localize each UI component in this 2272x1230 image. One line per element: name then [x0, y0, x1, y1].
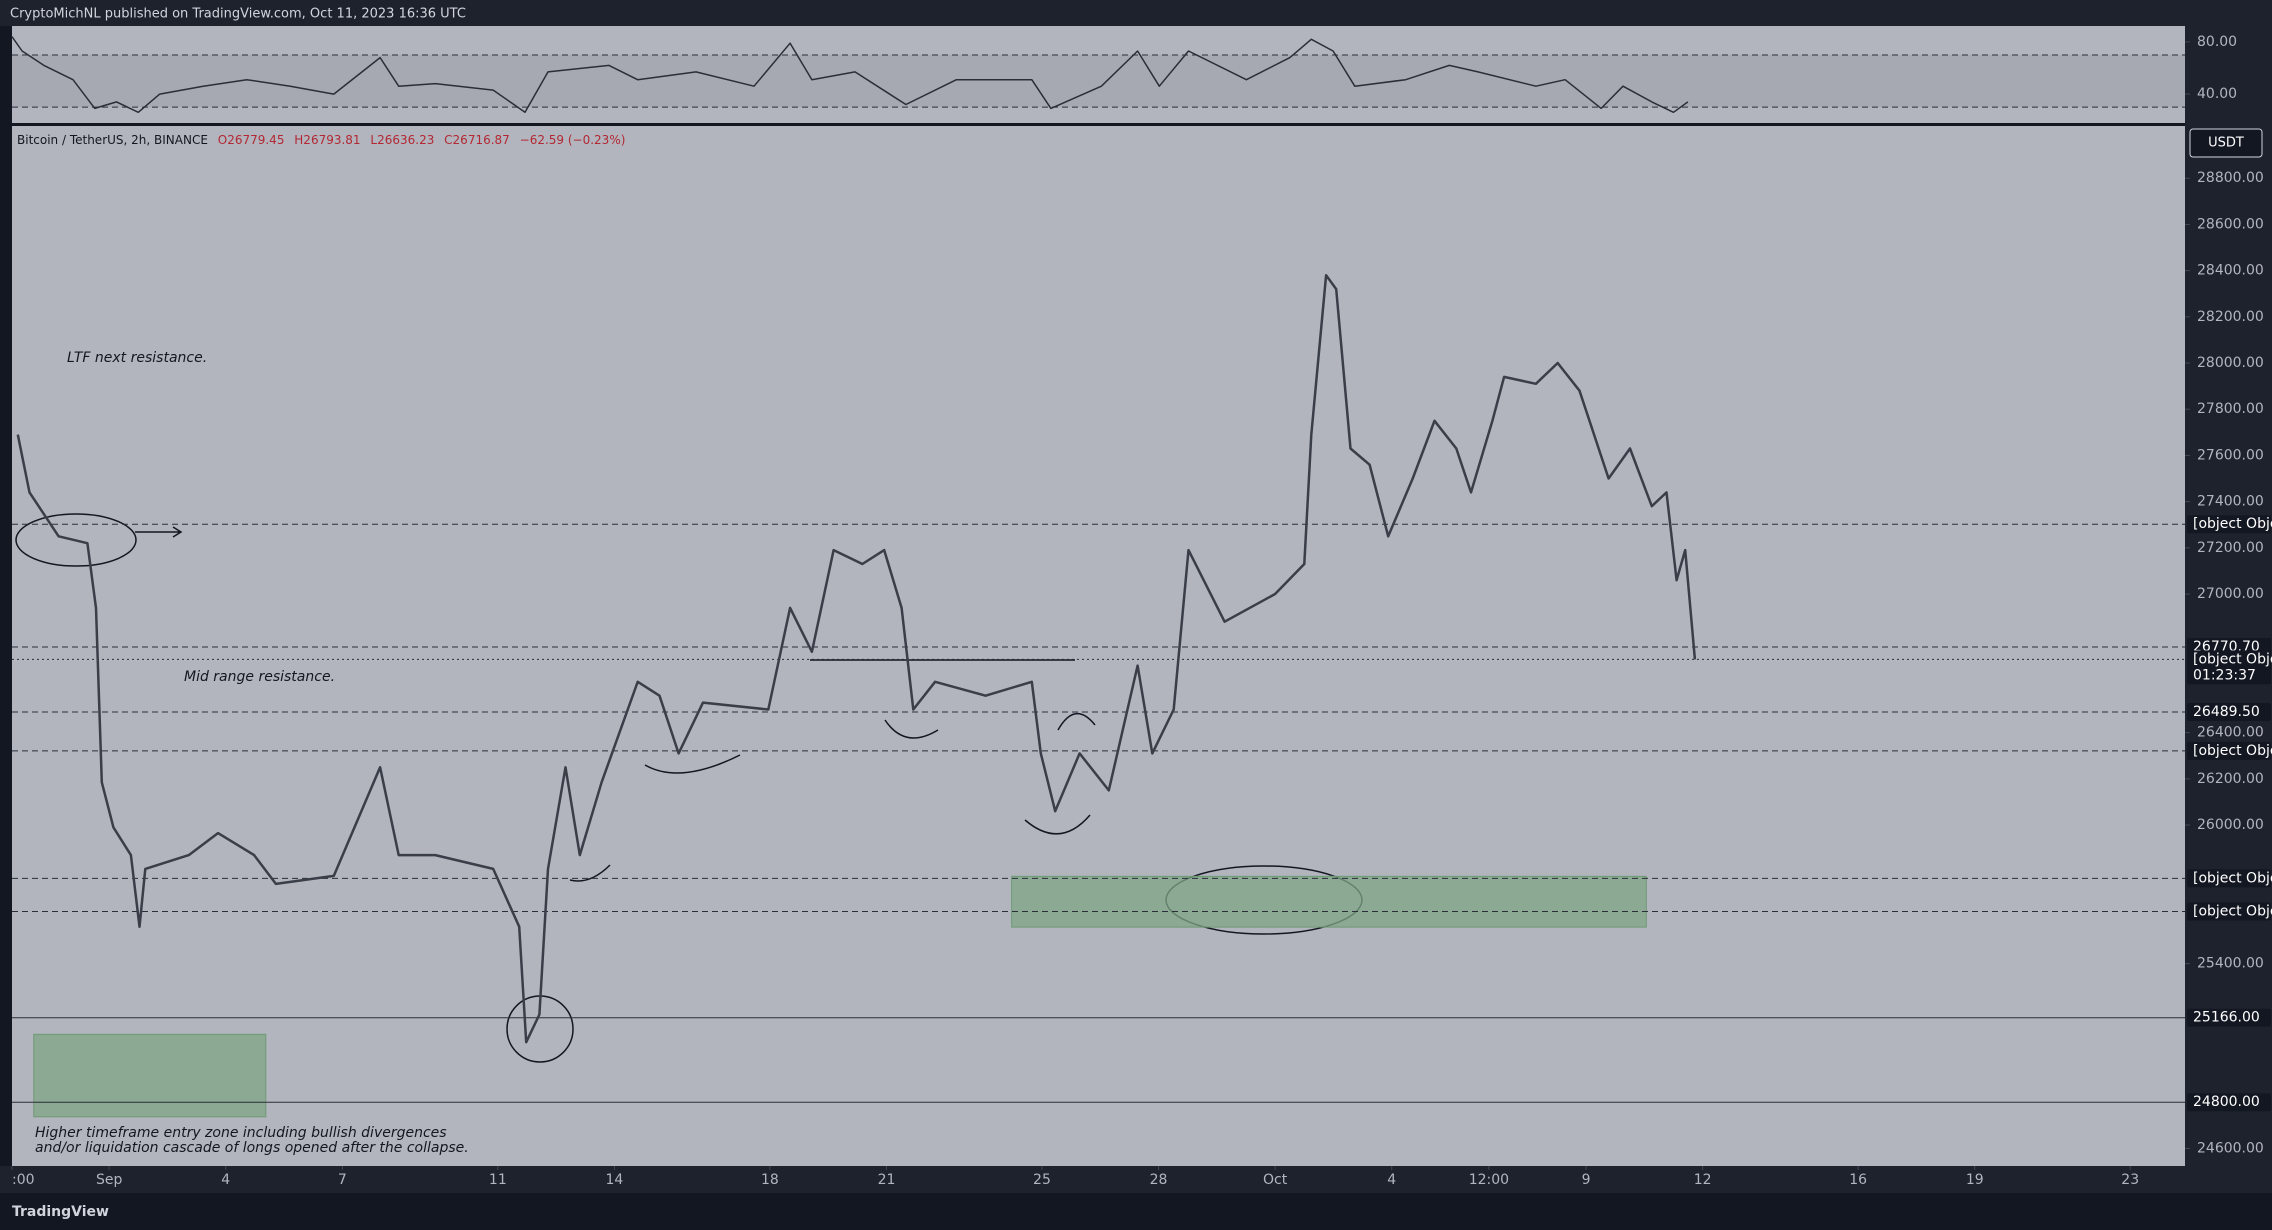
rsi-tick-label: 80.00	[2197, 34, 2237, 50]
price-tag	[2187, 702, 2271, 721]
footer-bar	[0, 1193, 2272, 1230]
x-tick-label: :00	[12, 1172, 35, 1188]
header-bar	[0, 0, 2272, 26]
price-tag	[2187, 650, 2271, 685]
y-tick-label: 26000.00	[2197, 817, 2264, 833]
curve-arrow	[1057, 713, 1096, 731]
price-tag	[2187, 741, 2271, 760]
x-tick-label: 21	[878, 1172, 896, 1188]
curve-arrow	[884, 719, 939, 739]
rsi-band	[12, 54, 2185, 108]
x-tick-label: 23	[2121, 1172, 2139, 1188]
legend: Bitcoin / TetherUS, 2h, BINANCE O26779.4…	[17, 133, 625, 147]
price-tag-label: [object Object]	[2193, 651, 2272, 667]
x-tick-label: 11	[489, 1172, 507, 1188]
x-tick-label: 28	[1150, 1172, 1168, 1188]
price-tag-label: [object Object]	[2193, 870, 2272, 886]
legend-change: −62.59 (−0.23%)	[520, 133, 626, 147]
annotation: LTF next resistance.	[67, 350, 207, 366]
price-tag	[2187, 1093, 2271, 1112]
arrow	[135, 526, 183, 538]
y-tick-label: 24600.00	[2197, 1140, 2264, 1156]
rsi-line	[11, 36, 1689, 114]
x-tick-label: 9	[1582, 1172, 1591, 1188]
y-tick-label: 27400.00	[2197, 494, 2264, 510]
y-tick-label: 28400.00	[2197, 263, 2264, 279]
y-tick-label: 28200.00	[2197, 309, 2264, 325]
curve-arrow	[1024, 814, 1091, 835]
y-tick-label: 25400.00	[2197, 956, 2264, 972]
price-tag	[2187, 1008, 2271, 1027]
y-tick-label: 27800.00	[2197, 401, 2264, 417]
x-tick-label: 16	[1849, 1172, 1867, 1188]
price-tag	[2187, 515, 2271, 534]
x-tick-label: 12:00	[1469, 1172, 1509, 1188]
legend-high: H26793.81	[294, 133, 360, 147]
price-pane	[12, 126, 2185, 1166]
annotation: Mid range resistance.	[184, 669, 335, 685]
price-tag	[2187, 869, 2271, 888]
legend-close: C26716.87	[444, 133, 510, 147]
price-tag-label: [object Object]	[2193, 903, 2272, 919]
x-tick-label: 4	[1387, 1172, 1396, 1188]
countdown: 01:23:37	[2193, 667, 2256, 683]
curve-arrow	[569, 864, 611, 882]
y-tick-label: 26200.00	[2197, 771, 2264, 787]
y-tick-label: 28800.00	[2197, 170, 2264, 186]
curve-arrow	[644, 754, 741, 774]
x-tick-label: 12	[1694, 1172, 1712, 1188]
price-line	[16, 273, 1697, 1044]
x-tick-label: 7	[338, 1172, 347, 1188]
legend-symbol: Bitcoin / TetherUS, 2h, BINANCE	[17, 133, 208, 147]
annotation: and/or liquidation cascade of longs open…	[35, 1140, 469, 1156]
price-tag-label: [object Object]	[2193, 743, 2272, 759]
y-tick-label: 26400.00	[2197, 725, 2264, 741]
legend-low: L26636.23	[370, 133, 434, 147]
y-tick-label: 27200.00	[2197, 540, 2264, 556]
x-tick-label: Oct	[1263, 1172, 1288, 1188]
x-tick-label: 18	[761, 1172, 779, 1188]
entry-zone	[33, 1033, 267, 1118]
price-tag-label: [object Object]	[2193, 516, 2272, 532]
ellipse	[15, 513, 137, 567]
annotation: Higher timeframe entry zone including bu…	[35, 1125, 447, 1141]
y-tick-label: 27000.00	[2197, 586, 2264, 602]
footer-brand: TradingView	[12, 1204, 109, 1220]
price-axis	[2185, 26, 2272, 1166]
legend-open: O26779.45	[218, 133, 285, 147]
header-title: CryptoMichNL published on TradingView.co…	[10, 7, 466, 22]
x-tick-label: 19	[1966, 1172, 1984, 1188]
y-tick-label: 27600.00	[2197, 447, 2264, 463]
price-tag	[2187, 902, 2271, 921]
price-tag-label: 25166.00	[2193, 1010, 2260, 1026]
x-tick-label: 25	[1033, 1172, 1051, 1188]
x-tick-label: 4	[221, 1172, 230, 1188]
time-axis	[0, 1166, 2272, 1193]
rsi-tick-label: 40.00	[2197, 86, 2237, 102]
y-tick-label: 28000.00	[2197, 355, 2264, 371]
entry-zone	[1011, 875, 1647, 928]
price-tag-label: 24800.00	[2193, 1094, 2260, 1110]
x-tick-label: 14	[606, 1172, 624, 1188]
y-tick-label: 28600.00	[2197, 216, 2264, 232]
price-tag-label: 26489.50	[2193, 704, 2260, 720]
currency-label[interactable]: USDT	[2208, 136, 2244, 151]
currency-button[interactable]	[2189, 128, 2263, 158]
x-tick-label: Sep	[96, 1172, 123, 1188]
